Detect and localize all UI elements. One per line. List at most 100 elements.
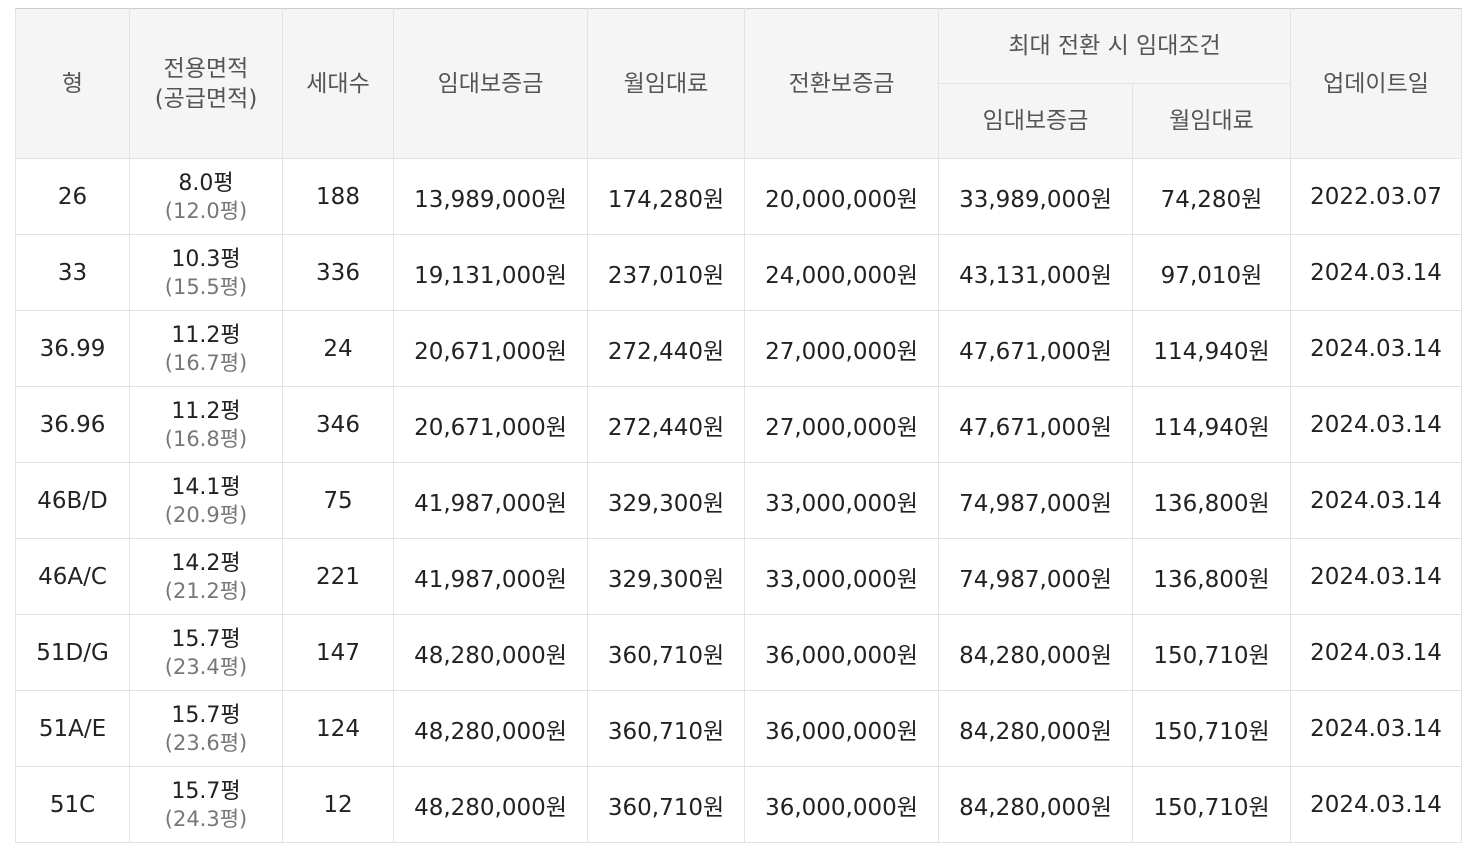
cell-households: 12 bbox=[282, 766, 394, 843]
cell-type: 51D/G bbox=[15, 614, 130, 691]
cell-type: 51C bbox=[15, 766, 130, 843]
supply-area: (15.5평) bbox=[164, 274, 248, 299]
supply-area: (24.3평) bbox=[164, 806, 248, 831]
cell-households: 24 bbox=[282, 310, 394, 387]
cell-monthly-rent: 272,440원 bbox=[587, 386, 745, 463]
cell-max-deposit: 43,131,000원 bbox=[938, 234, 1133, 311]
cell-households: 221 bbox=[282, 538, 394, 615]
cell-max-monthly-rent: 97,010원 bbox=[1132, 234, 1291, 311]
cell-max-deposit: 74,987,000원 bbox=[938, 538, 1133, 615]
cell-max-monthly-rent: 74,280원 bbox=[1132, 158, 1291, 235]
supply-area: (16.7평) bbox=[164, 350, 248, 375]
cell-updated: 2024.03.14 bbox=[1290, 386, 1462, 463]
supply-area: (12.0평) bbox=[164, 198, 248, 223]
cell-conversion-deposit: 36,000,000원 bbox=[744, 766, 939, 843]
cell-monthly-rent: 329,300원 bbox=[587, 462, 745, 539]
cell-updated: 2022.03.07 bbox=[1290, 158, 1462, 235]
cell-deposit: 41,987,000원 bbox=[393, 538, 588, 615]
rental-table-container: 형 전용면적 (공급면적) 세대수 임대보증금 월임대료 전환보증금 최대 전환… bbox=[15, 8, 1462, 843]
cell-updated: 2024.03.14 bbox=[1290, 766, 1462, 843]
header-monthly-rent: 월임대료 bbox=[587, 8, 745, 159]
cell-updated: 2024.03.14 bbox=[1290, 538, 1462, 615]
cell-monthly-rent: 360,710원 bbox=[587, 690, 745, 767]
supply-area: (23.4평) bbox=[164, 654, 248, 679]
cell-households: 147 bbox=[282, 614, 394, 691]
cell-households: 188 bbox=[282, 158, 394, 235]
header-max-monthly-rent: 월임대료 bbox=[1132, 83, 1291, 159]
cell-households: 75 bbox=[282, 462, 394, 539]
supply-area: (20.9평) bbox=[164, 502, 248, 527]
cell-max-monthly-rent: 114,940원 bbox=[1132, 310, 1291, 387]
cell-area: 15.7평 (24.3평) bbox=[129, 766, 283, 843]
cell-updated: 2024.03.14 bbox=[1290, 234, 1462, 311]
table-row: 33 10.3평 (15.5평) 336 19,131,000원 237,010원 24,0… bbox=[15, 234, 1462, 311]
cell-monthly-rent: 329,300원 bbox=[587, 538, 745, 615]
cell-conversion-deposit: 33,000,000원 bbox=[744, 538, 939, 615]
cell-max-deposit: 74,987,000원 bbox=[938, 462, 1133, 539]
cell-conversion-deposit: 36,000,000원 bbox=[744, 690, 939, 767]
cell-monthly-rent: 360,710원 bbox=[587, 766, 745, 843]
exclusive-area: 15.7평 bbox=[171, 702, 241, 728]
cell-deposit: 13,989,000원 bbox=[393, 158, 588, 235]
cell-updated: 2024.03.14 bbox=[1290, 462, 1462, 539]
exclusive-area: 11.2평 bbox=[171, 398, 241, 424]
cell-max-monthly-rent: 150,710원 bbox=[1132, 614, 1291, 691]
supply-area: (23.6평) bbox=[164, 730, 248, 755]
cell-area: 10.3평 (15.5평) bbox=[129, 234, 283, 311]
header-max-conversion-group: 최대 전환 시 임대조건 bbox=[938, 8, 1291, 84]
cell-max-monthly-rent: 136,800원 bbox=[1132, 538, 1291, 615]
cell-updated: 2024.03.14 bbox=[1290, 690, 1462, 767]
cell-deposit: 19,131,000원 bbox=[393, 234, 588, 311]
cell-max-deposit: 84,280,000원 bbox=[938, 614, 1133, 691]
cell-max-monthly-rent: 136,800원 bbox=[1132, 462, 1291, 539]
supply-area: (16.8평) bbox=[164, 426, 248, 451]
cell-max-monthly-rent: 114,940원 bbox=[1132, 386, 1291, 463]
cell-max-deposit: 84,280,000원 bbox=[938, 690, 1133, 767]
cell-max-deposit: 47,671,000원 bbox=[938, 310, 1133, 387]
cell-deposit: 20,671,000원 bbox=[393, 310, 588, 387]
cell-conversion-deposit: 27,000,000원 bbox=[744, 310, 939, 387]
cell-deposit: 20,671,000원 bbox=[393, 386, 588, 463]
cell-max-monthly-rent: 150,710원 bbox=[1132, 766, 1291, 843]
cell-type: 26 bbox=[15, 158, 130, 235]
table-row: 51A/E 15.7평 (23.6평) 124 48,280,000원 360,710원 3… bbox=[15, 690, 1462, 767]
cell-monthly-rent: 360,710원 bbox=[587, 614, 745, 691]
cell-deposit: 48,280,000원 bbox=[393, 614, 588, 691]
table-body: 26 8.0평 (12.0평) 188 13,989,000원 174,280원 20,00… bbox=[15, 158, 1462, 843]
exclusive-area: 10.3평 bbox=[171, 246, 241, 272]
cell-updated: 2024.03.14 bbox=[1290, 310, 1462, 387]
table-row: 51D/G 15.7평 (23.4평) 147 48,280,000원 360,710원 3… bbox=[15, 614, 1462, 691]
header-households: 세대수 bbox=[282, 8, 394, 159]
cell-max-deposit: 84,280,000원 bbox=[938, 766, 1133, 843]
cell-type: 51A/E bbox=[15, 690, 130, 767]
cell-area: 11.2평 (16.7평) bbox=[129, 310, 283, 387]
cell-conversion-deposit: 24,000,000원 bbox=[744, 234, 939, 311]
table-row: 46B/D 14.1평 (20.9평) 75 41,987,000원 329,300원 33… bbox=[15, 462, 1462, 539]
table-row: 46A/C 14.2평 (21.2평) 221 41,987,000원 329,300원 3… bbox=[15, 538, 1462, 615]
cell-type: 46A/C bbox=[15, 538, 130, 615]
cell-area: 8.0평 (12.0평) bbox=[129, 158, 283, 235]
rental-conditions-table: 형 전용면적 (공급면적) 세대수 임대보증금 월임대료 전환보증금 최대 전환… bbox=[15, 8, 1462, 843]
exclusive-area: 14.1평 bbox=[171, 474, 241, 500]
cell-monthly-rent: 174,280원 bbox=[587, 158, 745, 235]
table-row: 26 8.0평 (12.0평) 188 13,989,000원 174,280원 20,00… bbox=[15, 158, 1462, 235]
cell-type: 33 bbox=[15, 234, 130, 311]
table-row: 36.96 11.2평 (16.8평) 346 20,671,000원 272,440원 2… bbox=[15, 386, 1462, 463]
exclusive-area: 15.7평 bbox=[171, 778, 241, 804]
exclusive-area: 14.2평 bbox=[171, 550, 241, 576]
header-area-line1: 전용면적 bbox=[163, 55, 249, 82]
cell-deposit: 48,280,000원 bbox=[393, 690, 588, 767]
cell-conversion-deposit: 20,000,000원 bbox=[744, 158, 939, 235]
cell-conversion-deposit: 33,000,000원 bbox=[744, 462, 939, 539]
exclusive-area: 15.7평 bbox=[171, 626, 241, 652]
cell-area: 15.7평 (23.6평) bbox=[129, 690, 283, 767]
cell-deposit: 48,280,000원 bbox=[393, 766, 588, 843]
cell-area: 14.1평 (20.9평) bbox=[129, 462, 283, 539]
header-area-line2: (공급면적) bbox=[154, 85, 258, 112]
header-type: 형 bbox=[15, 8, 130, 159]
cell-monthly-rent: 272,440원 bbox=[587, 310, 745, 387]
cell-monthly-rent: 237,010원 bbox=[587, 234, 745, 311]
cell-area: 15.7평 (23.4평) bbox=[129, 614, 283, 691]
header-max-deposit: 임대보증금 bbox=[938, 83, 1133, 159]
cell-type: 36.99 bbox=[15, 310, 130, 387]
